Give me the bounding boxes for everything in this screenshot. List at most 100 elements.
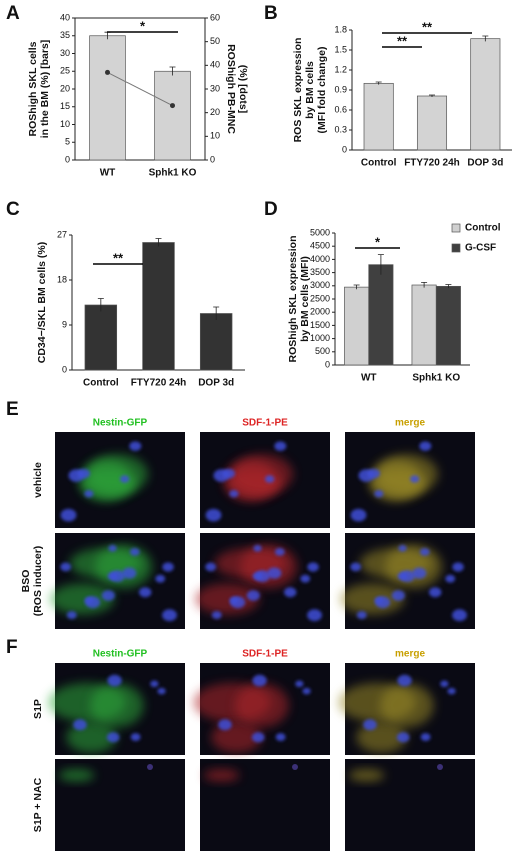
bar [84, 304, 118, 371]
cell-signal [231, 454, 293, 494]
row-label: BSO [20, 570, 32, 593]
bar [344, 286, 370, 366]
y-tick-label: 0 [65, 154, 70, 164]
significance-label: * [140, 18, 146, 33]
legend-label: G-CSF [465, 243, 496, 254]
nucleus [447, 687, 456, 695]
micrograph [55, 759, 185, 851]
nucleus [398, 544, 407, 552]
nucleus [350, 508, 367, 522]
bar [154, 70, 191, 161]
y-tick-label: 35 [60, 30, 70, 40]
y-tick-label: 18 [57, 274, 67, 284]
y-tick-label: 0 [325, 359, 330, 369]
nucleus [274, 441, 287, 451]
nucleus [452, 562, 464, 572]
nucleus [307, 562, 319, 572]
nucleus [66, 611, 77, 620]
bar [416, 95, 448, 151]
y-tick-label: 0.3 [334, 124, 347, 134]
nucleus [155, 574, 166, 583]
nucleus [274, 547, 285, 556]
cell-signal [58, 769, 95, 782]
panel-letter: C [6, 199, 20, 220]
micrograph [193, 663, 330, 755]
nucleus [275, 733, 286, 742]
nucleus [356, 611, 367, 620]
micrograph [200, 432, 330, 528]
error-bar [353, 284, 360, 290]
cell-signal [195, 583, 260, 615]
micrograph [55, 432, 185, 528]
error-bar [97, 298, 104, 312]
y2-tick-label: 40 [210, 60, 220, 70]
cell-signal [340, 583, 405, 615]
error-bar [213, 306, 220, 320]
x-tick-label: Control [83, 378, 119, 389]
y-tick-label: 0.9 [334, 84, 347, 94]
row-label: S1P [32, 699, 44, 719]
bar [411, 284, 437, 366]
nucleus [218, 719, 232, 731]
legend-label: Control [465, 223, 501, 234]
y-tick-label: 5 [65, 137, 70, 147]
nucleus [445, 574, 456, 583]
y-tick-label: 1.5 [334, 44, 347, 54]
micrograph [345, 759, 475, 851]
y-axis-label: CD34−/SKL BM cells (%) [36, 242, 48, 363]
nucleus [452, 609, 467, 622]
nucleus [162, 609, 177, 622]
nucleus [73, 719, 87, 731]
dot [170, 103, 175, 109]
micrograph [200, 759, 330, 851]
significance-label: ** [397, 33, 408, 48]
nucleus [106, 732, 120, 743]
nucleus [412, 567, 427, 579]
nucleus [157, 687, 166, 695]
micrograph [345, 432, 475, 528]
nucleus [84, 490, 94, 498]
nucleus [295, 680, 304, 688]
panel-letter: E [6, 399, 19, 420]
micrograph [340, 533, 475, 629]
significance-label: * [375, 234, 381, 249]
nucleus [251, 732, 265, 743]
nucleus [428, 587, 442, 598]
panel-letter: F [6, 637, 18, 658]
panel-letter: D [264, 199, 278, 220]
nucleus [246, 590, 260, 601]
nucleus [391, 590, 405, 601]
x-tick-label: WT [361, 373, 377, 384]
column-label: SDF-1-PE [242, 418, 288, 429]
bar [89, 35, 126, 161]
nucleus [397, 674, 412, 687]
nucleus [300, 574, 311, 583]
micrograph [50, 533, 185, 629]
y2-axis-label: ROShigh PB-MNC [225, 44, 237, 134]
y2-tick-label: 50 [210, 36, 220, 46]
legend-swatch [451, 243, 461, 253]
column-label: Nestin-GFP [93, 418, 148, 429]
error-bar [482, 35, 489, 42]
y-tick-label: 500 [315, 346, 330, 356]
nucleus [396, 732, 410, 743]
nucleus [129, 441, 142, 451]
nucleus [419, 441, 432, 451]
bar [470, 38, 501, 151]
cell-signal [50, 583, 115, 615]
y-tick-label: 1000 [310, 333, 330, 343]
nucleus [367, 468, 381, 479]
nucleus [205, 508, 222, 522]
nucleus [85, 596, 101, 609]
nucleus [122, 567, 137, 579]
y-tick-label: 4500 [310, 241, 330, 251]
y-tick-label: 2500 [310, 293, 330, 303]
nucleus [107, 572, 118, 581]
y2-tick-label: 10 [210, 131, 220, 141]
nucleus [230, 596, 246, 609]
nucleus [252, 572, 263, 581]
error-bar [377, 254, 384, 275]
column-label: Nestin-GFP [93, 649, 148, 660]
cell-signal [348, 769, 385, 782]
column-label: SDF-1-PE [242, 649, 288, 660]
